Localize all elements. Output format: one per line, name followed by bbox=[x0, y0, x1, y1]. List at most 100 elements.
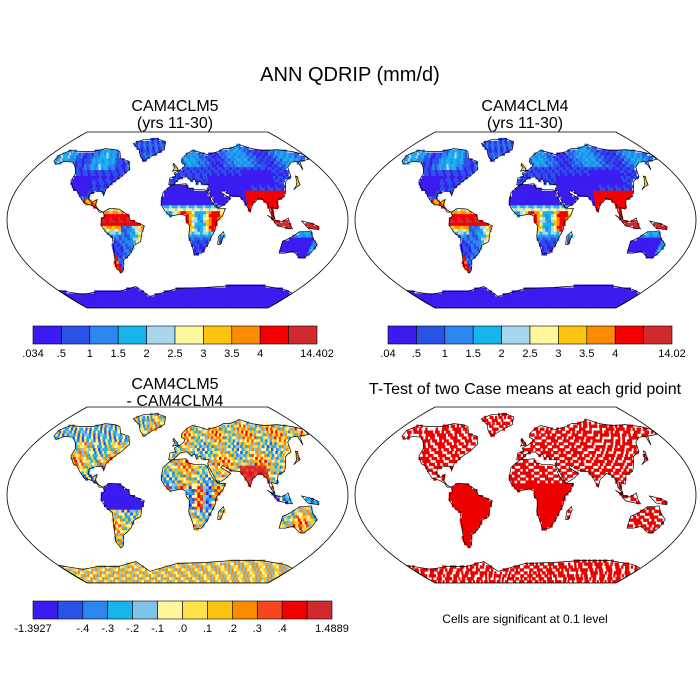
clm5-cell bbox=[194, 293, 197, 297]
clm5-cell bbox=[136, 287, 139, 291]
clm4-cell bbox=[474, 296, 477, 300]
clm5-cell bbox=[220, 290, 223, 294]
clm4-cell bbox=[459, 296, 462, 300]
clm4-cell bbox=[465, 290, 469, 294]
clm5-cell bbox=[220, 302, 222, 306]
clm5-cell bbox=[118, 302, 121, 306]
clm4-cell bbox=[438, 302, 441, 306]
clm5-cell bbox=[229, 161, 232, 165]
clm4-cell bbox=[542, 173, 546, 177]
clm5-cell bbox=[278, 158, 281, 162]
clm5-cell bbox=[224, 184, 228, 189]
clm4-cell bbox=[437, 296, 440, 300]
clm5-cell bbox=[263, 199, 267, 203]
clm4-cell bbox=[588, 176, 592, 180]
clm4-cell bbox=[530, 190, 534, 194]
clm5-cell bbox=[215, 193, 219, 197]
clm4-cell bbox=[433, 296, 436, 300]
clm5-cell bbox=[258, 164, 261, 168]
clm4-cell bbox=[638, 155, 641, 159]
clm5-cell bbox=[264, 302, 267, 306]
clm4-cell bbox=[583, 296, 586, 300]
clm4-cell bbox=[525, 187, 529, 191]
clm4-cell bbox=[456, 152, 459, 156]
clm4-cell bbox=[472, 305, 475, 308]
clm4-cell bbox=[452, 290, 455, 294]
clm5-cell bbox=[180, 184, 184, 189]
clm5-cell bbox=[194, 234, 198, 238]
clm4-cell bbox=[550, 173, 553, 177]
clm4-cell bbox=[409, 155, 412, 159]
clm5-cell bbox=[194, 228, 198, 233]
clm5-cell bbox=[230, 187, 234, 191]
clm4-cell bbox=[464, 161, 467, 165]
clm5-cell bbox=[194, 202, 198, 206]
clm4-cell bbox=[451, 167, 455, 171]
clm5-cell bbox=[246, 302, 249, 306]
clm4-cell bbox=[435, 299, 438, 303]
clm4-cell bbox=[480, 237, 485, 241]
clm5-cell bbox=[124, 305, 127, 308]
clm5-cell bbox=[186, 167, 190, 171]
clm4-cell bbox=[584, 290, 587, 294]
clm5-cell bbox=[185, 287, 188, 291]
clm4-cell bbox=[622, 170, 625, 174]
clm5-cell bbox=[80, 296, 83, 300]
clm5-cell bbox=[182, 305, 185, 308]
clm5-cell bbox=[260, 158, 264, 162]
clm5-cell bbox=[202, 199, 206, 203]
clm5-cell bbox=[202, 231, 206, 235]
clm5-cell bbox=[204, 173, 208, 177]
clm4-cell bbox=[490, 296, 493, 300]
clm4-cell bbox=[647, 246, 651, 250]
clm4-cell bbox=[520, 181, 524, 186]
clm5-cell bbox=[225, 149, 228, 153]
clm5-cell bbox=[235, 296, 238, 300]
clm4-cell bbox=[542, 305, 545, 308]
clm4-cell bbox=[450, 173, 454, 177]
clm5-cell bbox=[106, 149, 110, 153]
clm4-cell bbox=[548, 220, 552, 224]
clm5-cell bbox=[217, 167, 221, 171]
clm4-cell bbox=[487, 152, 491, 156]
clm4-cell bbox=[457, 225, 461, 230]
clm4-cell bbox=[609, 299, 612, 303]
clm4-cell bbox=[584, 190, 588, 194]
clm4-cell bbox=[525, 305, 528, 308]
clm5-cell bbox=[194, 152, 197, 156]
clm5-cell bbox=[211, 217, 215, 221]
clm5-cell bbox=[185, 305, 188, 308]
clm5-cell bbox=[90, 202, 94, 206]
clm5-cell bbox=[104, 158, 107, 162]
clm5-cell bbox=[272, 152, 275, 156]
clm4-cell bbox=[602, 170, 606, 174]
clm5-cell bbox=[114, 246, 118, 250]
clm5-cell bbox=[300, 234, 304, 238]
clm5-cell bbox=[175, 296, 178, 300]
clm4-cell bbox=[554, 161, 558, 165]
clm5-cell bbox=[254, 170, 258, 174]
clm4-cell bbox=[576, 190, 580, 194]
clm5-cell bbox=[217, 287, 221, 291]
clm4-cell bbox=[539, 211, 543, 215]
clm4-cell bbox=[449, 305, 451, 308]
clm5-cell bbox=[88, 202, 92, 206]
clm4-cell bbox=[545, 234, 549, 238]
clm4-cell bbox=[445, 187, 449, 191]
clm5-cell bbox=[84, 167, 88, 171]
clm4-cell bbox=[450, 293, 454, 297]
clm4-cell bbox=[598, 202, 602, 206]
clm5-cell bbox=[307, 240, 311, 244]
clm4-cell bbox=[637, 158, 640, 162]
clm5-cell bbox=[208, 178, 212, 183]
clm5-cell bbox=[225, 170, 229, 174]
clm4-cell bbox=[441, 161, 444, 165]
clm5-cell bbox=[74, 155, 77, 159]
clm4-cell bbox=[604, 296, 607, 300]
clm5-cell bbox=[199, 190, 203, 194]
clm5-cell bbox=[100, 290, 103, 294]
clm5-cell bbox=[115, 305, 118, 308]
clm4-cell bbox=[459, 170, 463, 174]
clm5-cell bbox=[111, 170, 115, 174]
clm5-cell bbox=[273, 173, 277, 177]
